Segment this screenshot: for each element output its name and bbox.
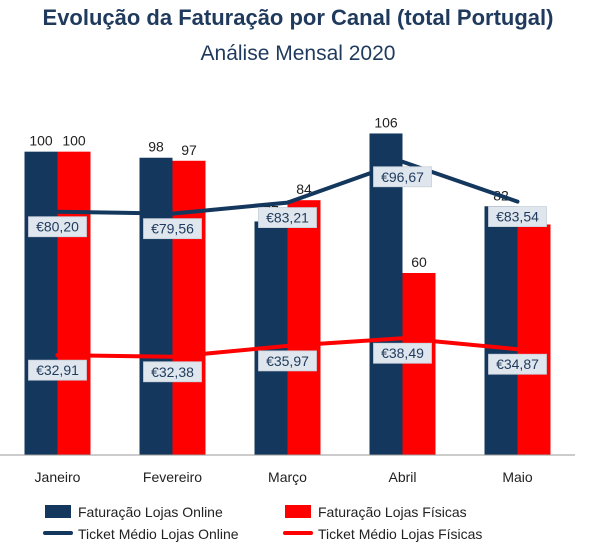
ticket-label-box [28, 359, 87, 381]
ticket-value-label: €96,67 [381, 169, 424, 185]
bar-online-4 [484, 206, 518, 455]
plot-area: 10098771068210097846076€80,20€79,56€83,2… [24, 114, 551, 485]
x-tick-label: Maio [502, 469, 533, 485]
bar-value-label: 100 [29, 133, 53, 149]
legend-swatch [285, 505, 311, 518]
bar-fisicas-0 [57, 151, 91, 455]
ticket-label-box [258, 207, 317, 228]
ticket-label-box [258, 350, 317, 372]
legend-item: Faturação Lojas Físicas [285, 504, 467, 520]
bar-online-1 [139, 157, 173, 455]
ticket-value-label: €35,97 [266, 353, 309, 369]
x-tick-label: Abril [388, 469, 416, 485]
legend-label: Faturação Lojas Online [78, 504, 223, 520]
bar-online-2 [254, 221, 288, 455]
ticket-value-label: €32,38 [151, 364, 194, 380]
ticket-value-label: €83,21 [266, 210, 309, 226]
bar-value-label: 100 [62, 133, 86, 149]
ticket-label-box [143, 218, 202, 240]
bar-value-label: 98 [148, 139, 164, 155]
chart-subtitle: Análise Mensal 2020 [201, 42, 396, 65]
bar-value-label: 97 [181, 142, 197, 158]
bar-fisicas-1 [172, 160, 206, 455]
legend-item: Ticket Médio Lojas Online [43, 526, 239, 542]
line-ticket-fisicas [55, 336, 520, 359]
bar-fisicas-3 [402, 273, 436, 455]
x-tick-label: Fevereiro [143, 469, 202, 485]
legend-label: Ticket Médio Lojas Físicas [318, 526, 482, 542]
bar-fisicas-4 [517, 224, 551, 455]
x-tick-label: Janeiro [35, 469, 81, 485]
ticket-value-label: €83,54 [496, 209, 539, 225]
ticket-label-box [28, 216, 87, 238]
ticket-value-label: €32,91 [36, 362, 79, 378]
legend-swatch [45, 505, 71, 518]
legend: Faturação Lojas Online Faturação Lojas Fí… [43, 504, 482, 542]
bar-online-0 [24, 151, 58, 455]
ticket-label-box [373, 166, 432, 188]
ticket-value-label: €80,20 [36, 219, 79, 235]
ticket-label-box [488, 206, 547, 227]
bar-value-label: 106 [374, 114, 398, 130]
legend-item: Ticket Médio Lojas Físicas [283, 526, 482, 542]
ticket-value-label: €34,87 [496, 356, 539, 372]
ticket-value-label: €38,49 [381, 345, 424, 361]
legend-item: Faturação Lojas Online [45, 504, 223, 520]
x-tick-label: Março [268, 469, 307, 485]
bar-fisicas-2 [287, 200, 321, 455]
legend-label: Ticket Médio Lojas Online [78, 526, 239, 542]
ticket-label-box [143, 361, 202, 383]
ticket-label-box [488, 353, 547, 375]
chart-title: Evolução da Faturação por Canal (total P… [43, 5, 554, 30]
bar-value-label: 60 [411, 254, 427, 270]
line-ticket-online [55, 159, 520, 216]
ticket-label-box [373, 342, 432, 364]
ticket-value-label: €79,56 [151, 221, 194, 237]
legend-label: Faturação Lojas Físicas [318, 504, 467, 520]
